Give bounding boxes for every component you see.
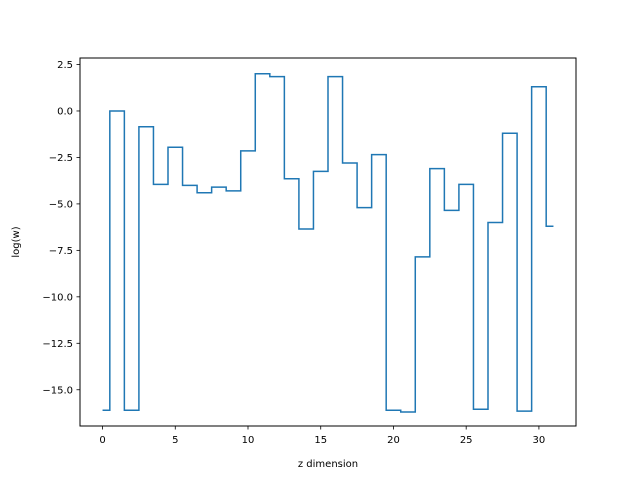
axes-frame bbox=[79, 57, 577, 427]
x-tick-label: 5 bbox=[172, 435, 178, 446]
y-tick-label: 0.0 bbox=[57, 106, 73, 117]
series-step-line bbox=[102, 73, 554, 413]
x-tick-label: 30 bbox=[533, 435, 546, 446]
x-tick-label: 0 bbox=[99, 435, 105, 446]
x-axis-ticks: 0 5 10 15 20 25 30 bbox=[99, 426, 545, 446]
y-tick-label: −7.5 bbox=[49, 246, 73, 257]
plot-area bbox=[102, 73, 554, 413]
y-axis-ticks: 2.5 0.0 −2.5 −5.0 −7.5 −10.0 −12.5 −15.0 bbox=[42, 60, 80, 396]
y-tick-label: −2.5 bbox=[49, 153, 73, 164]
y-tick-label: −10.0 bbox=[42, 292, 73, 303]
x-tick-label: 20 bbox=[387, 435, 400, 446]
x-tick-label: 25 bbox=[460, 435, 473, 446]
y-tick-label: −5.0 bbox=[49, 199, 73, 210]
x-tick-label: 10 bbox=[242, 435, 255, 446]
y-tick-label: −15.0 bbox=[42, 385, 73, 396]
x-tick-label: 15 bbox=[314, 435, 327, 446]
y-tick-label: −12.5 bbox=[42, 339, 73, 350]
y-tick-label: 2.5 bbox=[57, 60, 73, 71]
x-axis-label: z dimension bbox=[298, 459, 358, 470]
y-axis-label: log(w) bbox=[11, 226, 22, 257]
